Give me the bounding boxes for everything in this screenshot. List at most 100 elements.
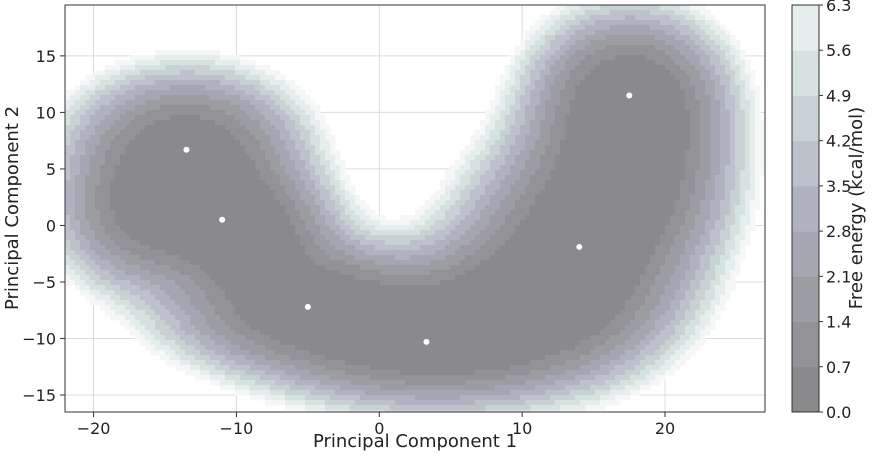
- contour-cell: [160, 160, 166, 166]
- contour-cell: [645, 150, 651, 156]
- contour-cell: [605, 100, 611, 106]
- contour-cell: [270, 190, 276, 196]
- contour-cell: [210, 105, 216, 111]
- contour-cell: [540, 35, 546, 41]
- contour-cell: [290, 145, 296, 151]
- contour-cell: [670, 145, 676, 151]
- contour-cell: [235, 240, 241, 246]
- contour-cell: [510, 110, 516, 116]
- contour-cell: [535, 225, 541, 231]
- contour-cell: [95, 150, 101, 156]
- contour-cell: [710, 140, 716, 146]
- contour-cell: [660, 5, 666, 11]
- contour-cell: [590, 35, 596, 41]
- contour-cell: [675, 95, 681, 101]
- contour-cell: [135, 115, 141, 121]
- contour-cell: [620, 220, 626, 226]
- contour-cell: [125, 95, 131, 101]
- contour-cell: [135, 225, 141, 231]
- contour-cell: [660, 35, 666, 41]
- contour-cell: [560, 55, 566, 61]
- contour-cell: [750, 85, 756, 91]
- contour-cell: [185, 90, 191, 96]
- contour-cell: [205, 135, 211, 141]
- contour-cell: [680, 40, 686, 46]
- contour-cell: [675, 10, 681, 16]
- contour-cell: [660, 160, 666, 166]
- contour-cell: [745, 205, 751, 211]
- contour-cell: [465, 205, 471, 211]
- contour-cell: [300, 230, 306, 236]
- contour-cell: [295, 155, 301, 161]
- contour-cell: [370, 235, 376, 241]
- contour-cell: [375, 235, 381, 241]
- contour-cell: [225, 165, 231, 171]
- contour-cell: [465, 230, 471, 236]
- contour-cell: [555, 175, 561, 181]
- contour-cell: [190, 115, 196, 121]
- contour-cell: [305, 180, 311, 186]
- contour-cell: [620, 215, 626, 221]
- contour-cell: [150, 235, 156, 241]
- contour-cell: [320, 180, 326, 186]
- contour-cell: [650, 100, 656, 106]
- contour-cell: [570, 40, 576, 46]
- contour-cell: [225, 105, 231, 111]
- contour-cell: [700, 155, 706, 161]
- contour-cell: [525, 230, 531, 236]
- contour-cell: [725, 135, 731, 141]
- contour-cell: [650, 205, 656, 211]
- contour-cell: [455, 240, 461, 246]
- contour-cell: [700, 195, 706, 201]
- contour-cell: [685, 115, 691, 121]
- contour-cell: [705, 190, 711, 196]
- contour-cell: [140, 150, 146, 156]
- contour-cell: [145, 175, 151, 181]
- contour-cell: [735, 60, 741, 66]
- contour-cell: [175, 80, 181, 86]
- contour-cell: [550, 235, 556, 241]
- contour-cell: [595, 35, 601, 41]
- contour-cell: [75, 245, 81, 251]
- contour-cell: [185, 65, 191, 71]
- contour-cell: [260, 115, 266, 121]
- contour-cell: [515, 220, 521, 226]
- contour-cell: [670, 215, 676, 221]
- contour-cell: [550, 85, 556, 91]
- contour-cell: [535, 190, 541, 196]
- contour-cell: [615, 35, 621, 41]
- contour-cell: [730, 235, 736, 241]
- contour-cell: [290, 120, 296, 126]
- contour-cell: [185, 180, 191, 186]
- contour-cell: [520, 200, 526, 206]
- contour-cell: [160, 190, 166, 196]
- contour-cell: [535, 45, 541, 51]
- contour-cell: [595, 110, 601, 116]
- contour-cell: [690, 185, 696, 191]
- contour-cell: [480, 125, 486, 131]
- contour-cell: [265, 250, 271, 256]
- contour-cell: [645, 200, 651, 206]
- contour-cell: [310, 140, 316, 146]
- contour-cell: [575, 225, 581, 231]
- contour-cell: [725, 125, 731, 131]
- contour-cell: [125, 120, 131, 126]
- contour-cell: [255, 150, 261, 156]
- contour-cell: [585, 230, 591, 236]
- contour-cell: [150, 165, 156, 171]
- contour-cell: [495, 250, 501, 256]
- contour-cell: [545, 90, 551, 96]
- contour-cell: [655, 25, 661, 31]
- contour-cell: [190, 180, 196, 186]
- contour-cell: [185, 220, 191, 226]
- contour-cell: [715, 165, 721, 171]
- contour-cell: [110, 135, 116, 141]
- contour-cell: [170, 135, 176, 141]
- contour-cell: [660, 70, 666, 76]
- contour-cell: [380, 220, 386, 226]
- contour-cell: [710, 145, 716, 151]
- contour-cell: [235, 205, 241, 211]
- contour-cell: [100, 170, 106, 176]
- contour-cell: [260, 240, 266, 246]
- contour-cell: [565, 85, 571, 91]
